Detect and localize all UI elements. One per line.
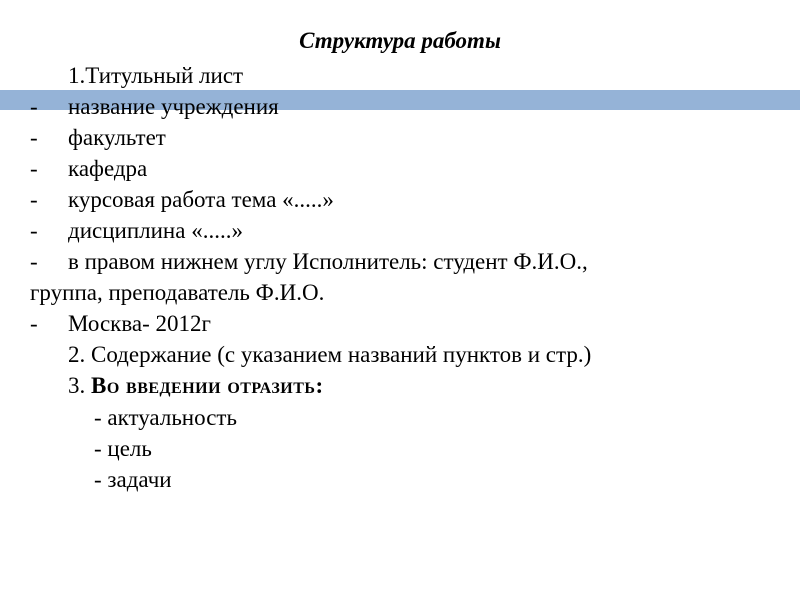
list-text-prefix: 3. bbox=[68, 373, 91, 398]
line-item: -факультет bbox=[0, 122, 800, 153]
list-text: кафедра bbox=[68, 156, 147, 181]
line-item: - актуальность bbox=[0, 402, 800, 433]
content-block: Структура работы 1.Титульный лист -назва… bbox=[0, 28, 800, 495]
line-item: 1.Титульный лист bbox=[0, 60, 800, 91]
list-text-bold: Во введении отразить: bbox=[91, 373, 324, 398]
dash-bullet: - bbox=[30, 184, 68, 215]
list-text: - задачи bbox=[94, 467, 172, 492]
list-text: 2. Содержание (с указанием названий пунк… bbox=[68, 342, 591, 367]
line-item: -дисциплина «.....» bbox=[0, 215, 800, 246]
list-text: группа, преподаватель Ф.И.О. bbox=[30, 280, 324, 305]
dash-bullet: - bbox=[30, 122, 68, 153]
line-item: -кафедра bbox=[0, 153, 800, 184]
line-item-wrap: группа, преподаватель Ф.И.О. bbox=[0, 277, 800, 308]
list-text: факультет bbox=[68, 125, 166, 150]
line-item: - цель bbox=[0, 433, 800, 464]
dash-bullet: - bbox=[30, 246, 68, 277]
line-item: -название учреждения bbox=[0, 91, 800, 122]
list-text: 1.Титульный лист bbox=[68, 63, 243, 88]
line-item: 3. Во введении отразить: bbox=[0, 370, 800, 401]
line-item: -курсовая работа тема «.....» bbox=[0, 184, 800, 215]
slide-page: Структура работы 1.Титульный лист -назва… bbox=[0, 0, 800, 600]
list-text: курсовая работа тема «.....» bbox=[68, 187, 334, 212]
dash-bullet: - bbox=[30, 91, 68, 122]
slide-title: Структура работы bbox=[0, 28, 800, 54]
list-text: - цель bbox=[94, 436, 152, 461]
line-item: -Москва- 2012г bbox=[0, 308, 800, 339]
line-item: 2. Содержание (с указанием названий пунк… bbox=[0, 339, 800, 370]
dash-bullet: - bbox=[30, 153, 68, 184]
list-text: название учреждения bbox=[68, 94, 279, 119]
line-item: -в правом нижнем углу Исполнитель: студе… bbox=[0, 246, 800, 277]
list-text: Москва- 2012г bbox=[68, 311, 211, 336]
list-text: дисциплина «.....» bbox=[68, 218, 243, 243]
list-text: в правом нижнем углу Исполнитель: студен… bbox=[68, 249, 588, 274]
dash-bullet: - bbox=[30, 215, 68, 246]
dash-bullet: - bbox=[30, 308, 68, 339]
line-item: - задачи bbox=[0, 464, 800, 495]
list-text: - актуальность bbox=[94, 405, 237, 430]
